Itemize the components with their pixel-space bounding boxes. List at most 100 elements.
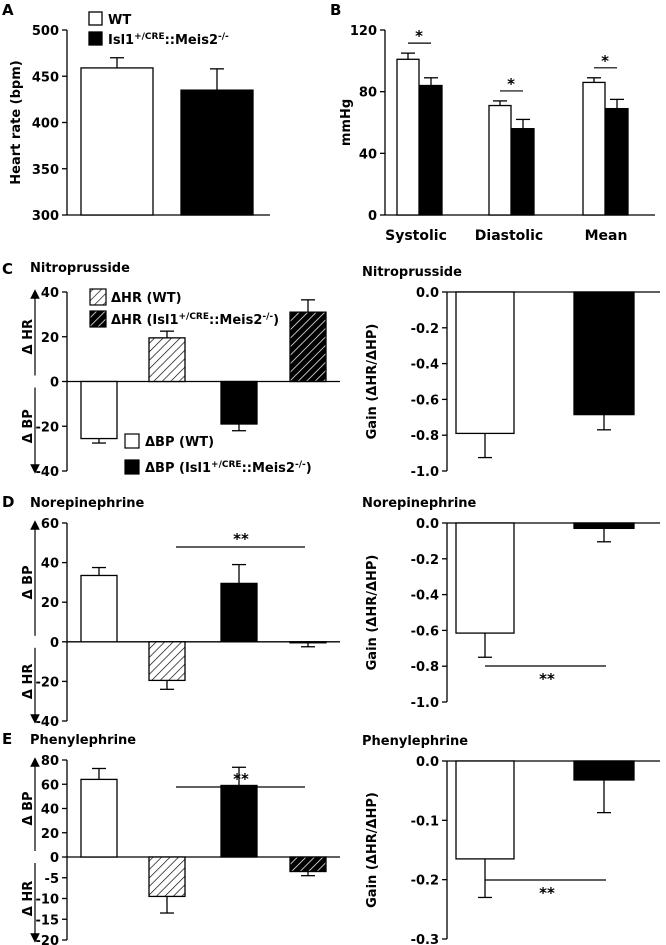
legend-swatch-bp-ko <box>124 459 140 475</box>
y-tick-label: 500 <box>32 24 59 39</box>
panel-label: C <box>2 260 13 278</box>
legend-label-hr-wt: ΔHR (WT) <box>111 291 182 306</box>
significance-marker: ** <box>233 530 249 548</box>
bar-0 <box>80 380 118 440</box>
y-tick-label: 60 <box>41 778 59 793</box>
axis-down-label: Δ HR <box>21 881 36 916</box>
y-tick-label: -0.8 <box>411 429 439 444</box>
bar-2 <box>220 784 258 858</box>
y-tick-label: -1.0 <box>411 696 439 711</box>
legend-label-wt: WT <box>108 13 131 28</box>
axis-up-label: Δ BP <box>21 565 36 599</box>
significance-marker: * <box>415 27 423 45</box>
panel-title: Nitroprusside <box>362 265 462 280</box>
legend-label-bp-ko: ΔBP (Isl1+/CRE::Meis2-/-) <box>145 460 312 476</box>
y-tick-label: 0.0 <box>416 517 439 532</box>
y-tick-label: -1.0 <box>411 465 439 480</box>
bar-ko <box>180 89 254 216</box>
y-tick-label: -20 <box>36 675 60 690</box>
y-tick-label: 0 <box>50 376 59 391</box>
y-tick-label: -0.2 <box>411 874 439 889</box>
y-tick-label: -0.2 <box>411 322 439 337</box>
y-tick-label: -0.8 <box>411 660 439 675</box>
y-tick-label: -0.6 <box>411 624 439 639</box>
significance-marker: * <box>507 75 515 93</box>
y-tick-label: 20 <box>41 596 59 611</box>
y-tick-label: 40 <box>359 147 377 162</box>
y-tick-label: -20 <box>36 420 60 435</box>
y-tick-label: -5 <box>45 872 59 887</box>
y-tick-label: 0.0 <box>416 286 439 301</box>
y-tick-label: 40 <box>41 803 59 818</box>
legend-swatch-wt <box>88 11 103 26</box>
y-axis-label: mmHg <box>339 99 354 146</box>
bar-ko-2 <box>605 107 629 216</box>
bar-wt <box>455 760 515 860</box>
bar-1 <box>148 641 186 682</box>
y-tick-label: -40 <box>36 465 60 480</box>
y-tick-label: -0.2 <box>411 553 439 568</box>
y-tick-label: 80 <box>41 754 59 769</box>
y-tick-label: -0.3 <box>411 933 439 945</box>
y-tick-label: 350 <box>32 163 59 178</box>
panel-title: Phenylephrine <box>362 734 468 749</box>
y-tick-label: 0 <box>50 636 59 651</box>
bar-ko <box>573 291 635 416</box>
y-tick-label: 400 <box>32 117 59 132</box>
axis-down-label: Δ HR <box>21 664 36 699</box>
y-tick-label: 0.0 <box>416 755 439 770</box>
panel-title: Nitroprusside <box>30 261 130 276</box>
bar-ko-0 <box>419 84 443 216</box>
legend-swatch-bp-wt <box>124 433 140 449</box>
x-category-label: Diastolic <box>475 228 543 244</box>
y-tick-label: 0 <box>368 209 377 224</box>
bar-3 <box>289 311 327 383</box>
bar-3 <box>289 641 327 644</box>
y-tick-label: 120 <box>350 24 377 39</box>
bar-wt-0 <box>396 58 420 216</box>
bar-wt-1 <box>488 104 512 216</box>
x-category-label: Systolic <box>385 228 447 244</box>
y-tick-label: 20 <box>41 827 59 842</box>
bar-wt <box>455 522 515 634</box>
legend-label-bp-wt: ΔBP (WT) <box>145 435 214 450</box>
panel-label: D <box>2 493 14 511</box>
y-tick-label: 60 <box>41 517 59 532</box>
y-tick-label: -40 <box>36 715 60 730</box>
panel-title: Norepinephrine <box>362 496 477 511</box>
bar-3 <box>289 856 327 873</box>
legend-label-ko: Isl1+/CRE::Meis2-/- <box>108 32 229 48</box>
bar-wt-2 <box>582 81 606 216</box>
significance-marker: ** <box>539 884 555 902</box>
x-category-label: Mean <box>585 228 628 244</box>
y-tick-label: -10 <box>36 893 60 908</box>
axis-down-label: Δ BP <box>21 409 36 443</box>
bar-1 <box>148 856 186 898</box>
significance-marker: ** <box>539 670 555 688</box>
y-tick-label: -0.6 <box>411 393 439 408</box>
y-tick-label: 80 <box>359 86 377 101</box>
y-axis-label: Gain (ΔHR/ΔHP) <box>365 555 380 671</box>
y-tick-label: 0 <box>50 851 59 866</box>
bar-ko <box>573 522 635 530</box>
y-axis-label: Gain (ΔHR/ΔHP) <box>365 324 380 440</box>
axis-up-label: Δ BP <box>21 791 36 825</box>
y-tick-label: -15 <box>36 913 60 928</box>
bar-0 <box>80 574 118 643</box>
significance-marker: * <box>601 52 609 70</box>
bar-ko <box>573 760 635 781</box>
significance-marker: ** <box>233 770 249 788</box>
bar-wt <box>455 291 515 435</box>
bar-ko-1 <box>511 128 535 216</box>
legend-swatch-hr-ko <box>89 310 107 328</box>
bar-1 <box>148 337 186 383</box>
bar-2 <box>220 582 258 643</box>
legend-swatch-hr-wt <box>89 288 107 306</box>
legend-label-hr-ko: ΔHR (Isl1+/CRE::Meis2-/-) <box>111 312 279 328</box>
y-axis-label: Gain (ΔHR/ΔHP) <box>365 792 380 908</box>
bar-0 <box>80 778 118 858</box>
y-tick-label: -20 <box>36 934 60 945</box>
panel-label-b: B <box>330 1 341 19</box>
y-tick-label: 450 <box>32 70 59 85</box>
